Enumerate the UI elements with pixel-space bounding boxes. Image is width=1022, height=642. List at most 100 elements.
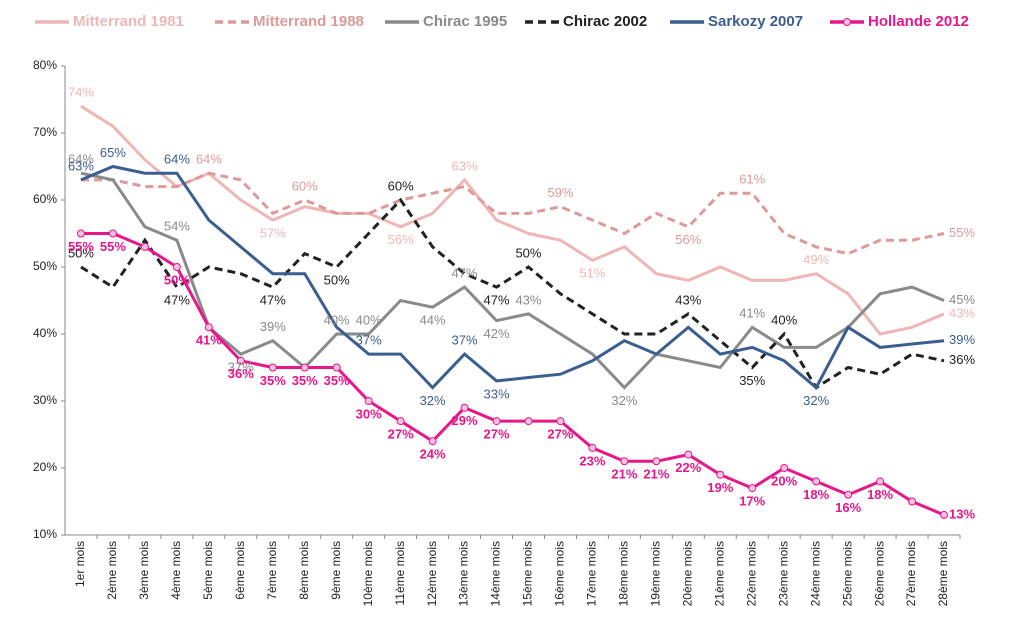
point [236,356,245,365]
data-label: 43% [515,292,541,307]
data-label: 22% [675,460,701,475]
x-tick-label: 3ème mois [137,541,151,600]
y-tick-label: 70% [33,125,57,139]
point [556,417,565,426]
point [332,363,341,372]
y-tick-label: 40% [33,326,57,340]
data-label: 43% [949,305,975,320]
data-label: 35% [292,373,318,388]
series-line [80,171,945,256]
data-label: 57% [260,226,286,241]
point [396,417,405,426]
data-label: 64% [164,152,190,167]
y-tick-label: 30% [33,393,57,407]
data-label: 27% [484,427,510,442]
point [140,242,149,251]
data-label: 60% [292,178,318,193]
data-label: 56% [388,232,414,247]
x-tick-label: 27ème mois [904,541,918,606]
x-tick-label: 8ème mois [297,541,311,600]
series-line [80,104,945,336]
x-tick-label: 16ème mois [553,541,567,606]
point [524,417,533,426]
y-tick-label: 80% [33,58,57,72]
x-tick-label: 24ème mois [808,541,822,606]
point [460,403,469,412]
data-label: 42% [484,326,510,341]
legend-label: Chirac 2002 [563,13,647,30]
point [300,363,309,372]
x-tick-label: 6ème mois [233,541,247,600]
data-label: 50% [515,245,541,260]
legend-label: Chirac 1995 [423,13,507,30]
data-label: 21% [611,467,637,482]
data-label: 44% [420,313,446,328]
data-label: 39% [949,332,975,347]
data-label: 60% [388,178,414,193]
x-tick-label: 12ème mois [425,541,439,606]
point [492,417,501,426]
data-label: 63% [68,158,94,173]
data-label: 55% [68,239,94,254]
data-label: 55% [100,239,126,254]
data-label: 56% [675,232,701,247]
data-label: 55% [949,225,975,240]
point [364,397,373,405]
data-label: 65% [100,145,126,160]
data-label: 40% [771,312,797,327]
series-line [80,232,945,517]
data-label: 47% [164,293,190,308]
point [108,229,117,238]
x-tick-label: 18ème mois [617,541,631,606]
data-label: 23% [579,453,605,468]
x-tick-label: 15ème mois [521,541,535,606]
x-tick-label: 19ème mois [649,541,663,606]
point [876,477,885,486]
x-tick-label: 14ème mois [489,541,503,606]
point [684,450,693,459]
x-tick-label: 25ème mois [840,541,854,606]
x-tick-label: 10ème mois [361,541,375,606]
data-label: 47% [260,293,286,308]
data-label: 32% [420,393,446,408]
data-label: 20% [771,473,797,488]
x-tick-label: 5ème mois [201,541,215,600]
data-label: 32% [803,393,829,408]
legend-label: Hollande 2012 [868,13,969,30]
point [780,464,789,472]
point [652,457,661,466]
point [812,477,821,486]
data-label: 27% [388,427,414,442]
data-label: 40% [324,312,350,327]
data-label: 19% [707,480,733,495]
data-label: 36% [949,352,975,367]
point [844,490,853,499]
data-label: 41% [196,333,222,348]
data-label: 39% [260,319,286,334]
data-label: 35% [739,373,765,388]
point [268,363,277,372]
data-label: 35% [324,373,350,388]
series-line [80,171,945,390]
x-tick-label: 11ème mois [393,541,407,605]
data-label: 61% [739,172,765,187]
data-label: 17% [739,494,765,509]
data-label: 50% [324,272,350,287]
data-label: 33% [484,386,510,401]
data-label: 64% [68,152,94,167]
data-label: 74% [68,85,94,100]
point [428,437,437,446]
data-label: 27% [547,427,573,442]
data-label: 64% [196,152,222,167]
y-tick-label: 20% [33,460,57,474]
x-tick-label: 9ème mois [329,541,343,600]
data-label: 50% [68,245,94,260]
data-label: 36% [228,366,254,381]
y-tick-label: 10% [33,527,57,541]
x-tick-label: 26ème mois [872,541,886,606]
point [620,457,629,466]
y-tick-label: 50% [33,259,57,273]
data-label: 21% [643,467,669,482]
data-label: 37% [228,360,254,375]
x-tick-label: 23ème mois [776,541,790,606]
